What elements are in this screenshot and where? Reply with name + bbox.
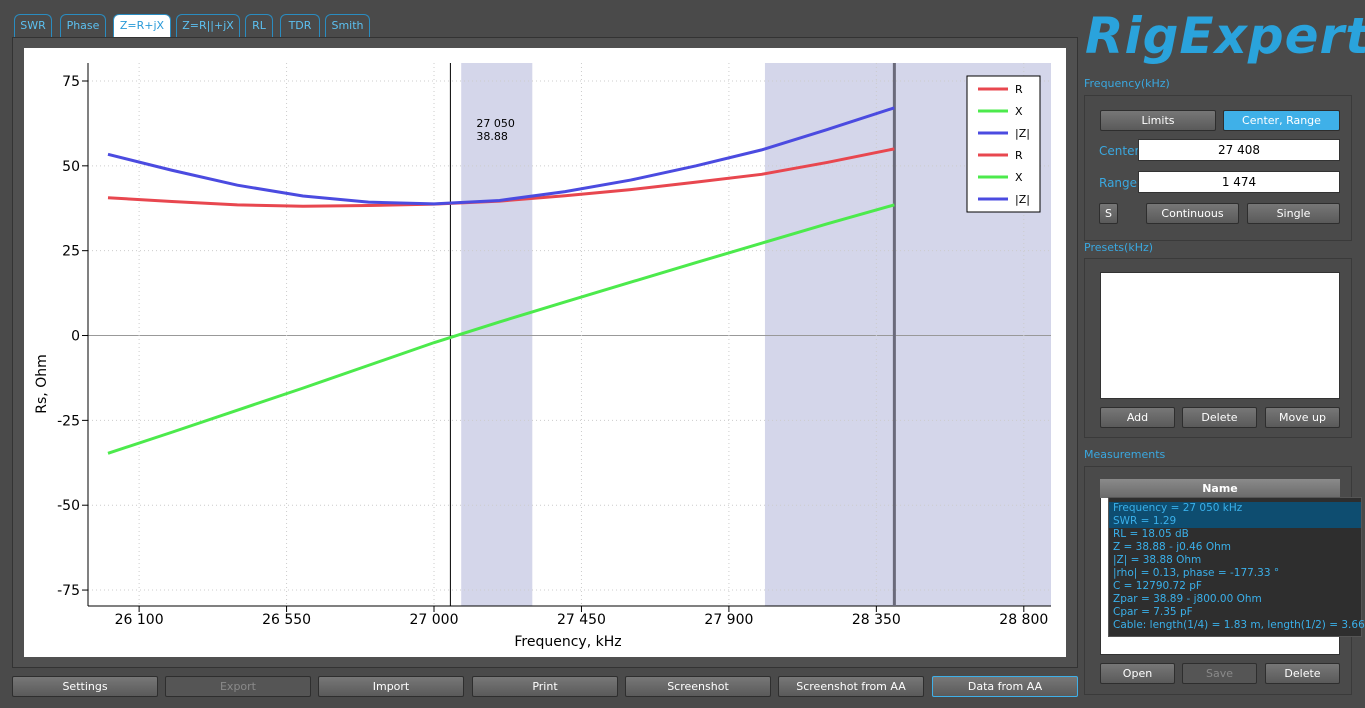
y-tick-label: 25 <box>62 244 80 260</box>
tab[interactable]: Z=R||+jX <box>176 14 240 37</box>
tooltip-line: Frequency = 27 050 kHz <box>1109 502 1361 515</box>
y-axis-label: Rs, Ohm <box>34 354 50 413</box>
table-header: Name <box>1100 479 1340 498</box>
button[interactable]: Screenshot from AA <box>778 676 924 697</box>
tab[interactable]: TDR <box>280 14 320 37</box>
shaded-band <box>461 63 533 606</box>
series-line <box>107 106 895 206</box>
tab[interactable]: Z=R+jX <box>113 14 171 37</box>
legend-label: X <box>1015 171 1023 184</box>
legend-box <box>966 75 1041 213</box>
button[interactable]: Settings <box>12 676 158 697</box>
tab[interactable]: SWR <box>14 14 52 37</box>
button[interactable]: Screenshot <box>625 676 771 697</box>
y-tick-label: -25 <box>57 413 80 429</box>
tooltip-line: Z = 38.88 - j0.46 Ohm <box>1113 541 1231 553</box>
x-tick-label: 28 350 <box>852 612 901 628</box>
legend-label: X <box>1015 105 1023 118</box>
tab[interactable]: Smith <box>325 14 370 37</box>
tooltip-line: C = 12790.72 pF <box>1113 580 1202 592</box>
chart: Frequency, kHz Rs, Ohm -75 -50 -25 0 25 50 75 2… <box>24 48 1066 657</box>
legend-label: R <box>1015 149 1023 162</box>
y-tick-label: 0 <box>71 329 80 345</box>
button[interactable]: S <box>1099 203 1118 224</box>
group-box <box>1084 95 1352 241</box>
tooltip-line: Zpar = 38.89 - j800.00 Ohm <box>1113 593 1262 605</box>
button[interactable]: Open <box>1100 663 1175 684</box>
x-tick-label: 27 000 <box>410 612 459 628</box>
button[interactable]: Add <box>1100 407 1175 428</box>
button[interactable]: Limits <box>1100 110 1216 131</box>
button[interactable]: Data from AA <box>932 676 1078 697</box>
legend-label: |Z| <box>1015 193 1030 206</box>
tooltip: Frequency = 27 050 kHz SWR = 1.29 RL = 18.… <box>1108 497 1365 637</box>
button[interactable]: Import <box>318 676 464 697</box>
y-tick-label: -75 <box>57 583 80 599</box>
field-label: Center <box>1099 144 1140 158</box>
button[interactable]: Export <box>165 676 311 697</box>
section-title: Measurements <box>1084 448 1166 461</box>
x-tick-label: 26 100 <box>115 612 164 628</box>
x-tick-label: 27 450 <box>557 612 606 628</box>
button[interactable]: Print <box>472 676 618 697</box>
marker-label: 38.88 <box>476 130 508 143</box>
tooltip-line: |rho| = 0.13, phase = -177.33 ° <box>1113 567 1280 579</box>
text-input[interactable]: 1 474 <box>1138 171 1340 193</box>
y-tick-label: 75 <box>62 74 80 90</box>
legend-label: R <box>1015 83 1023 96</box>
tooltip-line: |Z| = 38.88 Ohm <box>1113 554 1202 566</box>
preset-list[interactable] <box>1100 272 1340 399</box>
tab[interactable]: RL <box>245 14 273 37</box>
button[interactable]: Save <box>1182 663 1257 684</box>
x-axis-label: Frequency, kHz <box>514 634 621 650</box>
tooltip-line: Cable: length(1/4) = 1.83 m, length(1/2)… <box>1113 619 1365 631</box>
marker-label: 27 050 <box>476 117 514 130</box>
button[interactable]: Continuous <box>1146 203 1239 224</box>
y-tick-label: 50 <box>62 159 80 175</box>
tooltip-line: SWR = 1.29 <box>1109 515 1361 528</box>
button[interactable]: Delete <box>1265 663 1340 684</box>
button[interactable]: Center, Range <box>1223 110 1340 131</box>
logo: RigExpert <box>1085 7 1365 65</box>
tab[interactable]: Phase <box>60 14 106 37</box>
button[interactable]: Single <box>1247 203 1340 224</box>
text-input[interactable]: 27 408 <box>1138 139 1340 161</box>
series-line <box>107 203 895 455</box>
y-tick-label: -50 <box>57 498 80 514</box>
x-tick-label: 26 550 <box>262 612 311 628</box>
tooltip-line: Cpar = 7.35 pF <box>1113 606 1193 618</box>
button[interactable]: Move up <box>1265 407 1340 428</box>
legend-label: |Z| <box>1015 127 1030 140</box>
field-label: Range <box>1099 176 1138 190</box>
section-title: Frequency(kHz) <box>1084 77 1170 90</box>
tooltip-line: RL = 18.05 dB <box>1113 528 1189 540</box>
x-tick-label: 27 900 <box>704 612 753 628</box>
group-box <box>1084 258 1352 438</box>
button[interactable]: Delete <box>1182 407 1257 428</box>
x-tick-label: 28 800 <box>999 612 1048 628</box>
section-title: Presets(kHz) <box>1084 241 1154 254</box>
